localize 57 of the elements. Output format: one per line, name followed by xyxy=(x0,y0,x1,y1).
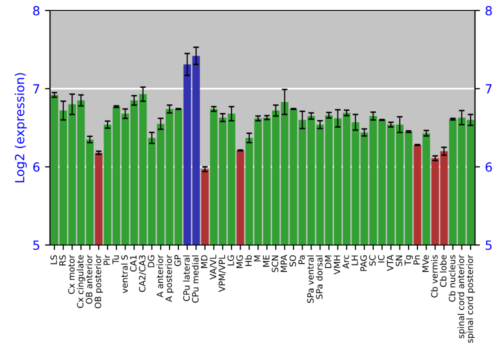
x-tick-label: MD xyxy=(201,255,208,268)
x-tick-label: MPA xyxy=(280,254,288,272)
x-tick-label: Hb xyxy=(245,255,252,266)
x-tick-label: DG xyxy=(148,255,154,268)
x-tick-label: LS xyxy=(50,255,57,264)
x-tick-label: VA/VL xyxy=(210,254,217,280)
x-tick-label: A posterior xyxy=(165,254,174,302)
x-tick-label: SC xyxy=(369,255,376,266)
x-tick-label: VPM/VPL xyxy=(218,254,226,292)
x-tick-label: CA1 xyxy=(130,256,137,272)
x-tick-label: PAG xyxy=(360,255,367,271)
x-tick-label: Pir xyxy=(103,254,110,265)
x-tick-label: Cb vermis xyxy=(430,255,438,298)
x-tick-label: spinal cord posterior xyxy=(466,254,475,343)
x-tick-label: VMH xyxy=(334,256,340,274)
x-tick-label: SN xyxy=(396,256,402,266)
x-tick-label: Tu xyxy=(112,256,119,264)
x-tick-label: LG xyxy=(227,255,234,266)
x-tick-label: ventral S xyxy=(121,255,128,294)
y-tick-label: 8 xyxy=(33,6,40,16)
x-tick-label: RS xyxy=(59,255,66,266)
x-tick-label: GP xyxy=(174,255,181,266)
x-tick-label: ME xyxy=(263,255,270,267)
y2-tick-label: 6 xyxy=(486,162,492,172)
x-tick-label: Arc xyxy=(342,255,350,269)
x-tick-label: DM xyxy=(325,256,332,268)
x-tick-label: Cx motor xyxy=(68,254,75,294)
y2-tick-label: 5 xyxy=(486,240,492,250)
y2-tick-label: 8 xyxy=(486,6,492,16)
x-tick-label: spinal cord anterior xyxy=(458,254,466,338)
x-tick-label: Cx cingulate xyxy=(76,255,86,308)
x-tick-label: OB anterior xyxy=(86,254,92,304)
x-tick-label: MVe xyxy=(422,255,429,272)
x-tick-label: OB posterior xyxy=(94,254,103,308)
x-tick-label: SPa dorsal xyxy=(316,256,323,299)
y-tick-label: 7 xyxy=(33,84,40,94)
y-tick-label: 6 xyxy=(33,162,40,172)
x-tick-label: CPu medial xyxy=(192,256,199,303)
y-tick-label: 5 xyxy=(33,240,40,250)
x-tick-label: IC xyxy=(378,255,385,262)
x-tick-label: A anterior xyxy=(156,254,164,298)
y-axis-title: Log2 (expression) xyxy=(14,73,27,182)
x-tick-label: Pn xyxy=(414,255,420,264)
x-tick-label: SCN xyxy=(272,256,278,272)
x-tick-label: CA2/CA3 xyxy=(138,255,146,292)
x-tick-label: LH xyxy=(352,256,358,266)
x-tick-label: Cb lobe xyxy=(440,255,447,287)
x-tick-label: Pa xyxy=(298,256,305,264)
x-tick-label: Tg xyxy=(404,256,413,266)
x-tick-label: MG xyxy=(236,255,243,268)
x-tick-label: SPa ventral xyxy=(307,256,314,303)
x-tick-label: M xyxy=(254,256,260,262)
x-tick-label: CPu lateral xyxy=(183,256,190,302)
x-tick-label: VTA xyxy=(386,254,394,272)
y2-tick-label: 7 xyxy=(486,84,492,94)
x-tick-label: Cb nucleus xyxy=(448,255,456,302)
x-tick-label: SO xyxy=(289,255,296,266)
